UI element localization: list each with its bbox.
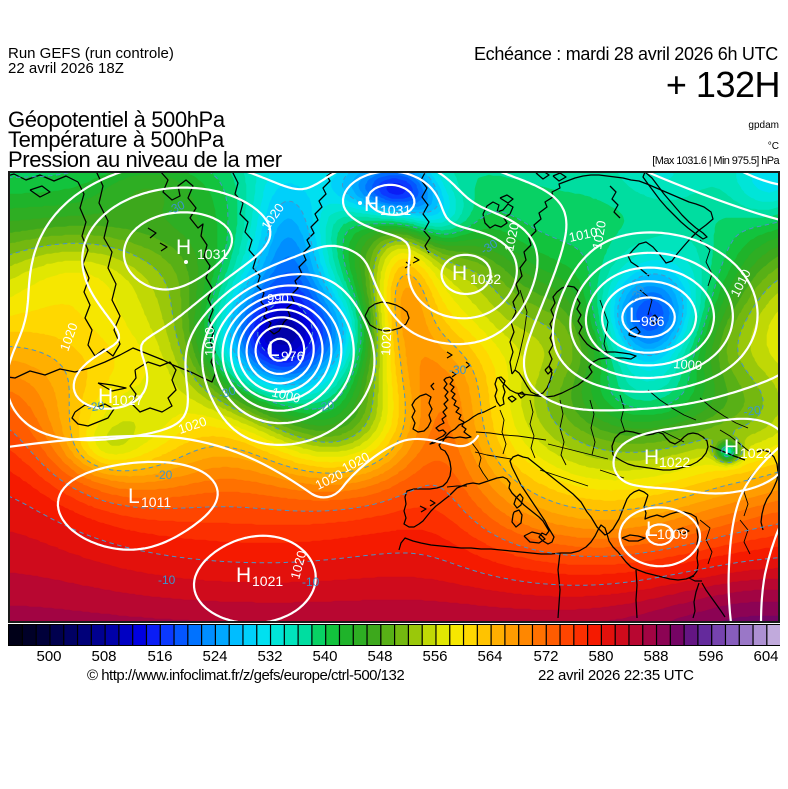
svg-text:-20: -20: [742, 403, 761, 419]
svg-text:990: 990: [267, 291, 289, 306]
svg-text:-30: -30: [217, 383, 238, 402]
svg-text:-30: -30: [449, 363, 467, 377]
svg-text:1009: 1009: [657, 526, 688, 542]
svg-text:L: L: [128, 485, 140, 508]
svg-text:1000: 1000: [673, 356, 703, 373]
svg-text:1032: 1032: [470, 271, 501, 287]
svg-text:-20: -20: [155, 468, 173, 482]
svg-text:1031: 1031: [380, 202, 411, 218]
svg-text:-10: -10: [302, 575, 320, 589]
svg-text:1021: 1021: [252, 573, 283, 589]
svg-text:1022: 1022: [659, 454, 690, 470]
svg-text:-10: -10: [158, 573, 176, 587]
svg-text:1020: 1020: [378, 326, 394, 356]
svg-text:976: 976: [281, 348, 305, 364]
svg-text:1010: 1010: [202, 327, 217, 356]
svg-text:1020: 1020: [287, 549, 309, 581]
svg-text:L: L: [629, 304, 641, 327]
svg-text:1020: 1020: [589, 219, 609, 250]
svg-text:-20: -20: [316, 398, 336, 415]
svg-text:H: H: [236, 564, 251, 587]
svg-text:986: 986: [641, 313, 665, 329]
svg-text:1010: 1010: [568, 224, 599, 245]
svg-text:H: H: [724, 436, 739, 459]
svg-text:H: H: [644, 446, 659, 469]
svg-text:1027: 1027: [112, 392, 143, 408]
svg-text:1031: 1031: [197, 246, 228, 262]
svg-text:H: H: [176, 236, 191, 259]
svg-text:L: L: [268, 338, 280, 361]
svg-text:L: L: [646, 518, 658, 541]
svg-text:1000: 1000: [270, 384, 302, 406]
svg-text:1020: 1020: [501, 221, 522, 252]
svg-text:H: H: [452, 262, 467, 285]
svg-text:1022: 1022: [740, 445, 771, 461]
svg-text:-20: -20: [86, 398, 106, 415]
svg-text:1011: 1011: [141, 494, 171, 510]
svg-text:H: H: [364, 193, 379, 216]
svg-text:-30: -30: [165, 198, 187, 218]
svg-text:H: H: [98, 385, 113, 408]
